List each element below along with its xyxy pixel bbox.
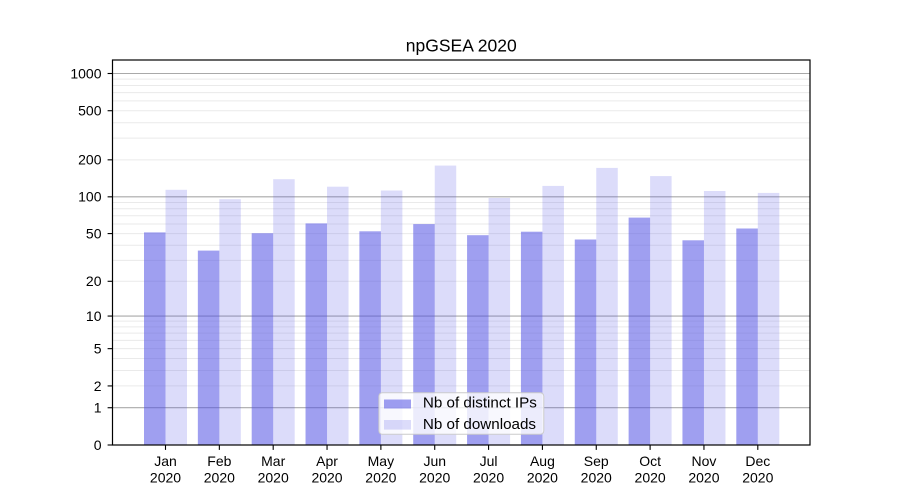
svg-text:2020: 2020	[204, 469, 235, 485]
svg-text:2020: 2020	[473, 469, 504, 485]
svg-text:100: 100	[78, 189, 102, 205]
svg-text:2020: 2020	[258, 469, 289, 485]
svg-text:Apr: Apr	[316, 453, 338, 469]
svg-text:Sep: Sep	[584, 453, 609, 469]
svg-text:2020: 2020	[365, 469, 396, 485]
svg-text:Feb: Feb	[207, 453, 231, 469]
svg-text:npGSEA 2020: npGSEA 2020	[406, 36, 517, 56]
svg-text:1000: 1000	[70, 65, 101, 81]
svg-text:Jul: Jul	[480, 453, 498, 469]
svg-text:Nb of distinct IPs: Nb of distinct IPs	[423, 395, 537, 412]
svg-text:200: 200	[78, 152, 102, 168]
svg-text:5: 5	[94, 341, 102, 357]
svg-text:1: 1	[94, 400, 102, 416]
svg-text:2020: 2020	[419, 469, 450, 485]
svg-text:2020: 2020	[635, 469, 666, 485]
svg-text:2020: 2020	[688, 469, 719, 485]
svg-text:2020: 2020	[581, 469, 612, 485]
svg-text:2020: 2020	[311, 469, 342, 485]
svg-text:2020: 2020	[150, 469, 181, 485]
svg-text:Dec: Dec	[745, 453, 770, 469]
svg-text:Mar: Mar	[261, 453, 285, 469]
svg-text:2020: 2020	[742, 469, 773, 485]
svg-text:2020: 2020	[527, 469, 558, 485]
svg-text:May: May	[368, 453, 394, 469]
svg-text:Nov: Nov	[691, 453, 716, 469]
svg-text:2: 2	[94, 378, 102, 394]
svg-text:Nb of downloads: Nb of downloads	[423, 416, 537, 433]
svg-text:20: 20	[86, 273, 102, 289]
svg-text:10: 10	[86, 308, 102, 324]
svg-text:Aug: Aug	[530, 453, 555, 469]
svg-text:Jun: Jun	[423, 453, 446, 469]
svg-text:Oct: Oct	[639, 453, 661, 469]
svg-text:50: 50	[86, 225, 102, 241]
svg-text:Jan: Jan	[154, 453, 177, 469]
svg-text:500: 500	[78, 103, 102, 119]
svg-text:0: 0	[94, 437, 102, 453]
